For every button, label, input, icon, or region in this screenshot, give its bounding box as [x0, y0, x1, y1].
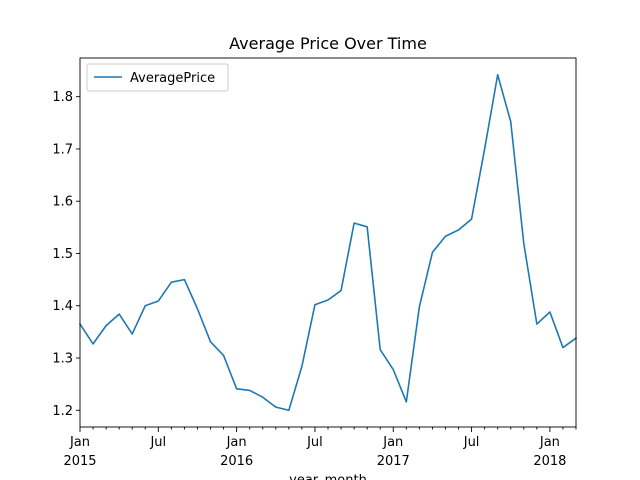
legend: AveragePrice — [86, 63, 229, 92]
y-axis-ticks: 1.2 1.3 1.4 1.5 1.6 1.7 1.8 — [52, 90, 80, 419]
x-tick-label: Jan — [539, 435, 560, 450]
y-tick-label: 1.7 — [52, 142, 73, 157]
x-tick-label: Jan — [382, 435, 403, 450]
y-tick-label: 1.4 — [52, 299, 73, 314]
series-line-averageprice — [78, 73, 578, 412]
y-tick-label: 1.2 — [52, 404, 73, 419]
y-tick-label: 1.6 — [52, 195, 73, 210]
x-tick-year-label: 2015 — [63, 454, 96, 469]
chart-title: Average Price Over Time — [229, 34, 427, 53]
x-tick-label: Jul — [149, 435, 166, 450]
y-tick-label: 1.8 — [52, 90, 73, 105]
x-axis-label: year_month — [289, 473, 367, 480]
x-axis-ticks: Jan 2015 Jul Jan 2016 Jul Jan 2017 Jul Jan 2018 — [63, 427, 577, 469]
legend-label-averageprice: AveragePrice — [130, 71, 215, 86]
legend-box — [86, 63, 229, 92]
plot-frame — [79, 57, 577, 428]
plot-area — [80, 58, 576, 427]
x-tick-label: Jan — [69, 435, 90, 450]
x-tick-year-label: 2016 — [220, 454, 253, 469]
x-tick-label: Jan — [226, 435, 247, 450]
y-tick-label: 1.3 — [52, 352, 73, 367]
x-tick-year-label: 2018 — [533, 454, 566, 469]
x-tick-label: Jul — [463, 435, 480, 450]
y-tick-label: 1.5 — [52, 247, 73, 262]
x-tick-year-label: 2017 — [377, 454, 410, 469]
x-tick-label: Jul — [306, 435, 323, 450]
